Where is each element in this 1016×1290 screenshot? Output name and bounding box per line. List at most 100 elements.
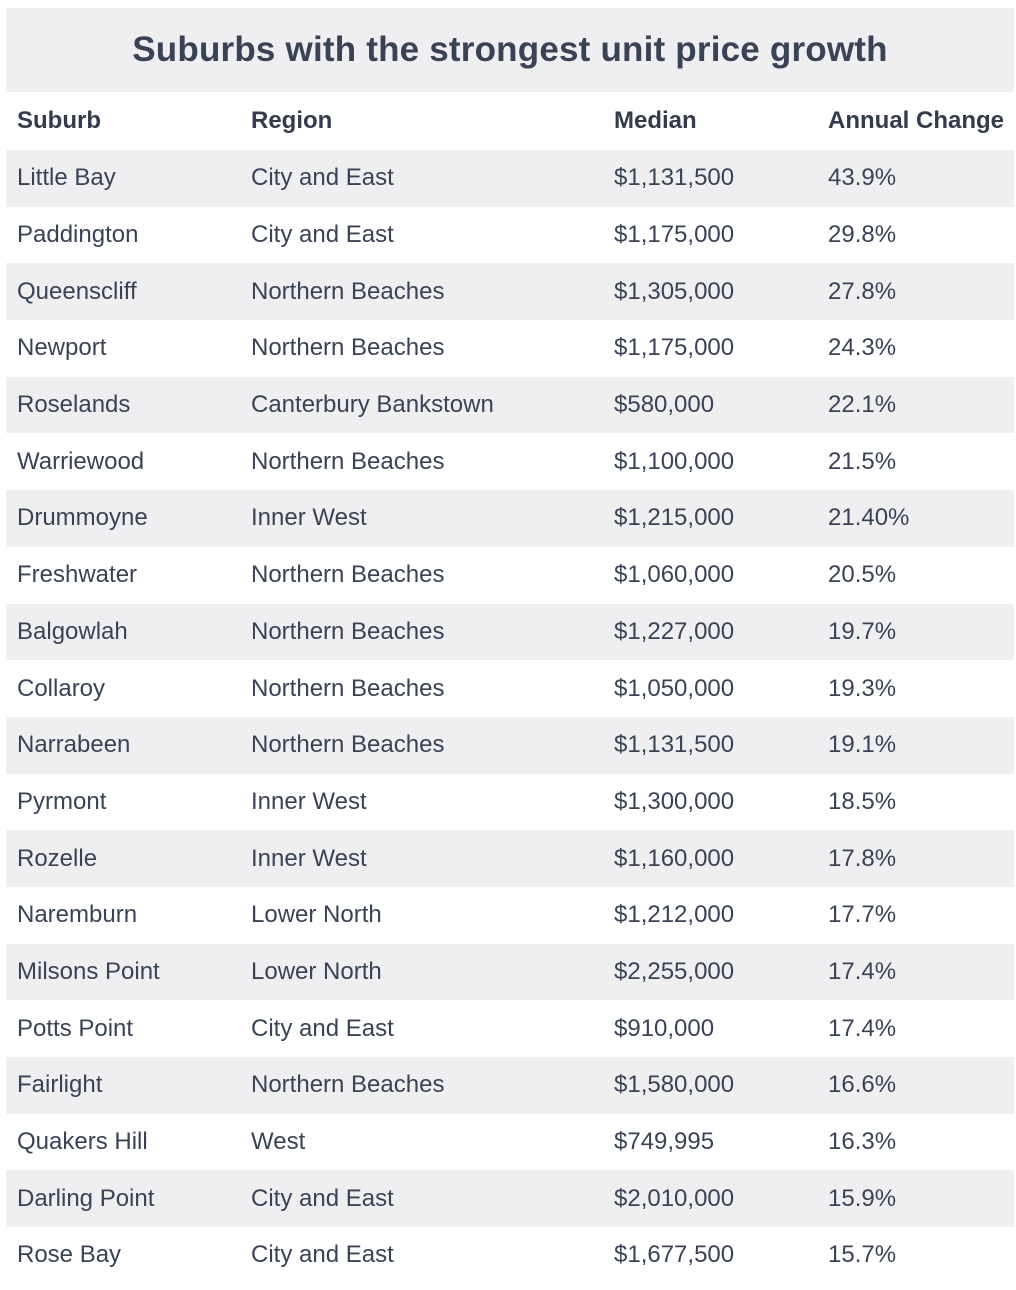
suburb-cell: Pyrmont — [6, 773, 240, 831]
table-row: Pyrmont Inner West $1,300,000 18.5% — [6, 773, 1014, 831]
median-cell: $1,175,000 — [603, 320, 817, 377]
median-cell: $1,131,500 — [603, 716, 817, 774]
suburb-cell: Milsons Point — [6, 943, 240, 1001]
median-cell: $1,212,000 — [603, 886, 817, 944]
suburb-cell: Freshwater — [6, 546, 240, 604]
table-row: Queenscliff Northern Beaches $1,305,000 27.… — [6, 263, 1014, 321]
region-cell: Northern Beaches — [240, 546, 603, 604]
table-row: Warriewood Northern Beaches $1,100,000 21.5… — [6, 433, 1014, 491]
annual-change-cell: 43.9% — [817, 150, 1014, 207]
median-cell: $2,255,000 — [603, 943, 817, 1001]
annual-change-cell: 16.3% — [817, 1113, 1014, 1171]
table-row: Paddington City and East $1,175,000 29.8% — [6, 206, 1014, 264]
region-cell: City and East — [240, 150, 603, 207]
suburb-cell: Warriewood — [6, 433, 240, 491]
annual-change-cell: 17.7% — [817, 886, 1014, 944]
annual-change-cell: 17.4% — [817, 1000, 1014, 1057]
suburb-cell: Drummoyne — [6, 490, 240, 547]
table-row: Darling Point City and East $2,010,000 15.9… — [6, 1170, 1014, 1228]
median-cell: $1,100,000 — [603, 433, 817, 491]
suburb-cell: Quakers Hill — [6, 1113, 240, 1171]
table-row: Fairlight Northern Beaches $1,580,000 16.6% — [6, 1057, 1014, 1114]
median-cell: $1,305,000 — [603, 263, 817, 321]
title-bar: Suburbs with the strongest unit price gr… — [6, 8, 1014, 92]
annual-change-cell: 29.8% — [817, 206, 1014, 264]
table-row: Collaroy Northern Beaches $1,050,000 19.3% — [6, 660, 1014, 717]
region-cell: Northern Beaches — [240, 1057, 603, 1114]
table-row: Milsons Point Lower North $2,255,000 17.4% — [6, 943, 1014, 1001]
annual-change-cell: 17.4% — [817, 943, 1014, 1001]
median-cell: $1,677,500 — [603, 1227, 817, 1284]
suburb-cell: Rozelle — [6, 830, 240, 887]
median-cell: $1,215,000 — [603, 490, 817, 547]
region-cell: Canterbury Bankstown — [240, 376, 603, 434]
region-cell: Northern Beaches — [240, 660, 603, 717]
region-cell: Inner West — [240, 490, 603, 547]
table-row: Naremburn Lower North $1,212,000 17.7% — [6, 886, 1014, 944]
region-cell: Lower North — [240, 886, 603, 944]
annual-change-cell: 24.3% — [817, 320, 1014, 377]
median-cell: $749,995 — [603, 1113, 817, 1171]
table-row: Potts Point City and East $910,000 17.4% — [6, 1000, 1014, 1057]
region-cell: Northern Beaches — [240, 320, 603, 377]
annual-change-cell: 16.6% — [817, 1057, 1014, 1114]
region-cell: Northern Beaches — [240, 716, 603, 774]
table-row: Roselands Canterbury Bankstown $580,000 22.… — [6, 376, 1014, 434]
table-card: Suburbs with the strongest unit price gr… — [6, 8, 1014, 1284]
region-cell: Lower North — [240, 943, 603, 1001]
median-cell: $580,000 — [603, 376, 817, 434]
suburb-cell: Collaroy — [6, 660, 240, 717]
region-cell: Inner West — [240, 773, 603, 831]
annual-change-cell: 17.8% — [817, 830, 1014, 887]
table-header: Suburb Region Median Annual Change — [6, 92, 1014, 150]
median-cell: $1,227,000 — [603, 603, 817, 661]
suburb-cell: Naremburn — [6, 886, 240, 944]
annual-change-cell: 21.40% — [817, 490, 1014, 547]
region-cell: City and East — [240, 1000, 603, 1057]
median-cell: $1,580,000 — [603, 1057, 817, 1114]
suburb-growth-table: Suburb Region Median Annual Change Littl… — [6, 92, 1014, 1284]
suburb-cell: Paddington — [6, 206, 240, 264]
table-row: Quakers Hill West $749,995 16.3% — [6, 1113, 1014, 1171]
suburb-cell: Roselands — [6, 376, 240, 434]
table-row: Little Bay City and East $1,131,500 43.9% — [6, 150, 1014, 207]
suburb-cell: Newport — [6, 320, 240, 377]
suburb-cell: Fairlight — [6, 1057, 240, 1114]
suburb-cell: Rose Bay — [6, 1227, 240, 1284]
annual-change-cell: 27.8% — [817, 263, 1014, 321]
median-cell: $1,050,000 — [603, 660, 817, 717]
column-header-annual-change: Annual Change — [817, 92, 1014, 150]
region-cell: City and East — [240, 1170, 603, 1228]
table-row: Drummoyne Inner West $1,215,000 21.40% — [6, 490, 1014, 547]
median-cell: $1,060,000 — [603, 546, 817, 604]
annual-change-cell: 15.7% — [817, 1227, 1014, 1284]
annual-change-cell: 19.3% — [817, 660, 1014, 717]
region-cell: West — [240, 1113, 603, 1171]
table-row: Rose Bay City and East $1,677,500 15.7% — [6, 1227, 1014, 1284]
column-header-median: Median — [603, 92, 817, 150]
region-cell: Northern Beaches — [240, 263, 603, 321]
annual-change-cell: 15.9% — [817, 1170, 1014, 1228]
table-row: Freshwater Northern Beaches $1,060,000 20.5… — [6, 546, 1014, 604]
header-row: Suburb Region Median Annual Change — [6, 92, 1014, 150]
suburb-cell: Potts Point — [6, 1000, 240, 1057]
suburb-cell: Little Bay — [6, 150, 240, 207]
region-cell: Northern Beaches — [240, 603, 603, 661]
table-body: Little Bay City and East $1,131,500 43.9% Pa… — [6, 150, 1014, 1284]
median-cell: $1,300,000 — [603, 773, 817, 831]
column-header-suburb: Suburb — [6, 92, 240, 150]
median-cell: $1,175,000 — [603, 206, 817, 264]
region-cell: Northern Beaches — [240, 433, 603, 491]
suburb-cell: Narrabeen — [6, 716, 240, 774]
median-cell: $910,000 — [603, 1000, 817, 1057]
annual-change-cell: 19.1% — [817, 716, 1014, 774]
annual-change-cell: 21.5% — [817, 433, 1014, 491]
median-cell: $1,131,500 — [603, 150, 817, 207]
suburb-cell: Balgowlah — [6, 603, 240, 661]
table-row: Narrabeen Northern Beaches $1,131,500 19.1% — [6, 716, 1014, 774]
region-cell: City and East — [240, 206, 603, 264]
annual-change-cell: 19.7% — [817, 603, 1014, 661]
region-cell: Inner West — [240, 830, 603, 887]
suburb-cell: Queenscliff — [6, 263, 240, 321]
table-row: Newport Northern Beaches $1,175,000 24.3% — [6, 320, 1014, 377]
